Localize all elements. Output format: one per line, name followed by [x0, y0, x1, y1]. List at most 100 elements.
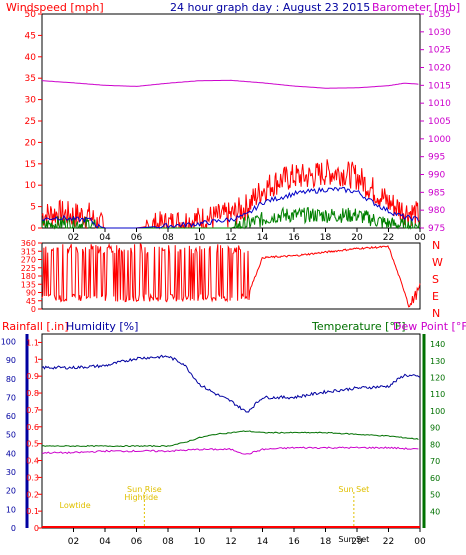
- baro-tick-label-1: 980: [428, 206, 445, 216]
- dir-tick-label-0: 0: [31, 305, 36, 314]
- baro-tick-label-0: 975: [428, 224, 445, 234]
- temp-tick-label-7: 110: [430, 390, 445, 399]
- p3-xtick-label-11: 00: [414, 537, 426, 547]
- humidity-tick-label-4: 40: [6, 449, 16, 458]
- p3-xtick-label-9: 20: [351, 537, 363, 547]
- baro-tick-label-8: 1015: [428, 81, 451, 91]
- temperature-axis-label: Temperature [°F]: [311, 320, 406, 333]
- rain-tick-label-11: 1.1: [26, 338, 39, 347]
- p1-xtick-label-5: 12: [225, 233, 236, 243]
- dir-compass-label-1: W: [432, 256, 443, 269]
- humidity-axis-label: Humidity [%]: [66, 320, 138, 333]
- temp-tick-label-9: 130: [430, 357, 445, 366]
- annotation-3: Sun Set: [338, 485, 369, 494]
- temp-tick-label-10: 140: [430, 340, 445, 349]
- average-line: [41, 186, 419, 229]
- dir-compass-label-3: E: [432, 290, 439, 303]
- baro-tick-label-5: 1000: [428, 135, 451, 145]
- rain-tick-label-1: 0.1: [26, 507, 39, 516]
- p3-xtick-label-7: 16: [288, 537, 300, 547]
- temp-tick-label-0: 40: [430, 507, 440, 516]
- wind-tick-label-10: 50: [25, 10, 37, 20]
- humidity-tick-label-6: 60: [6, 412, 16, 421]
- p1-xtick-label-9: 20: [351, 233, 363, 243]
- p1-xtick-label-7: 16: [288, 233, 300, 243]
- p1-xtick-label-1: 04: [99, 233, 111, 243]
- wind-tick-label-8: 40: [25, 53, 37, 63]
- baro-tick-label-10: 1025: [428, 46, 451, 56]
- dewpoint-axis-label: Dew Point [°F]: [393, 320, 466, 333]
- dir-tick-label-5: 225: [21, 264, 36, 273]
- dir-tick-label-4: 180: [21, 272, 36, 281]
- wind-tick-label-7: 35: [25, 74, 36, 84]
- baro-tick-label-4: 995: [428, 153, 445, 163]
- p3-xtick-label-3: 08: [162, 537, 174, 547]
- dir-tick-label-8: 360: [21, 239, 36, 248]
- panel-rain-frame: [41, 333, 421, 529]
- chart-title: 24 hour graph day : August 23 2015: [170, 1, 370, 14]
- baro-tick-label-3: 990: [428, 171, 445, 181]
- temp-tick-label-5: 90: [430, 424, 440, 433]
- temperature-line: [41, 430, 419, 448]
- p3-xtick-label-0: 02: [68, 537, 79, 547]
- wind-tick-label-4: 20: [25, 138, 37, 148]
- annotation-4: Sun Set: [338, 535, 369, 544]
- rain-tick-label-9: 0.9: [26, 372, 39, 381]
- humidity-line: [41, 354, 421, 413]
- p3-xtick-label-4: 10: [194, 537, 206, 547]
- rain-tick-label-6: 0.6: [26, 423, 39, 432]
- rain-tick-label-2: 0.2: [26, 490, 39, 499]
- baro-tick-label-11: 1030: [428, 28, 451, 38]
- dir-tick-label-6: 270: [21, 256, 36, 265]
- annotation-2: Hightide: [124, 493, 158, 502]
- rain-tick-label-3: 0.3: [26, 473, 39, 482]
- humidity-tick-label-10: 100: [1, 337, 16, 346]
- humidity-tick-label-5: 50: [6, 431, 16, 440]
- p3-xtick-label-8: 18: [320, 537, 332, 547]
- dewpoint-line: [41, 446, 419, 455]
- dir-tick-label-3: 135: [21, 280, 36, 289]
- baro-tick-label-9: 1020: [428, 64, 451, 74]
- dir-tick-label-7: 315: [21, 247, 36, 256]
- direction-line: [41, 242, 421, 308]
- humidity-tick-label-1: 10: [6, 505, 16, 514]
- dir-tick-label-1: 45: [26, 297, 36, 306]
- wind-tick-label-3: 15: [25, 160, 36, 170]
- humidity-tick-label-0: 0: [11, 524, 16, 533]
- rain-tick-label-5: 0.5: [26, 440, 39, 449]
- temp-tick-label-3: 70: [430, 457, 440, 466]
- dir-compass-label-0: N: [432, 239, 440, 252]
- p1-xtick-label-11: 00: [414, 233, 426, 243]
- wind-tick-label-1: 5: [30, 203, 36, 213]
- barometer-axis-label: Barometer [mb]: [372, 1, 460, 14]
- baro-tick-label-2: 985: [428, 188, 445, 198]
- rain-tick-label-10: 1: [34, 355, 39, 364]
- dir-compass-label-2: S: [432, 273, 439, 286]
- humidity-tick-label-7: 70: [6, 393, 16, 402]
- humidity-tick-label-9: 90: [6, 356, 16, 365]
- panel-wind-frame: [41, 13, 421, 229]
- rainfall-axis-label: Rainfall [.in]: [2, 320, 69, 333]
- annotation-0: Lowtide: [60, 501, 91, 510]
- humidity-tick-label-8: 80: [6, 375, 16, 384]
- rain-tick-label-0: 0: [34, 524, 39, 533]
- p1-xtick-label-3: 08: [162, 233, 174, 243]
- p1-xtick-label-6: 14: [257, 233, 269, 243]
- temp-tick-label-2: 60: [430, 474, 440, 483]
- p3-xtick-label-2: 06: [131, 537, 143, 547]
- p1-xtick-label-10: 22: [383, 233, 394, 243]
- baro-tick-label-7: 1010: [428, 99, 451, 109]
- temp-tick-label-8: 120: [430, 373, 445, 382]
- dir-compass-label-4: N: [432, 307, 440, 320]
- p3-xtick-label-5: 12: [225, 537, 236, 547]
- rain-tick-label-7: 0.7: [26, 406, 39, 415]
- p1-xtick-label-8: 18: [320, 233, 332, 243]
- p1-xtick-label-0: 02: [68, 233, 79, 243]
- temp-tick-label-6: 100: [430, 407, 445, 416]
- wind-tick-label-6: 30: [25, 96, 37, 106]
- baro-tick-label-12: 1035: [428, 10, 451, 20]
- p3-xtick-label-6: 14: [257, 537, 269, 547]
- wind-tick-label-2: 10: [25, 181, 37, 191]
- temp-tick-label-4: 80: [430, 440, 440, 449]
